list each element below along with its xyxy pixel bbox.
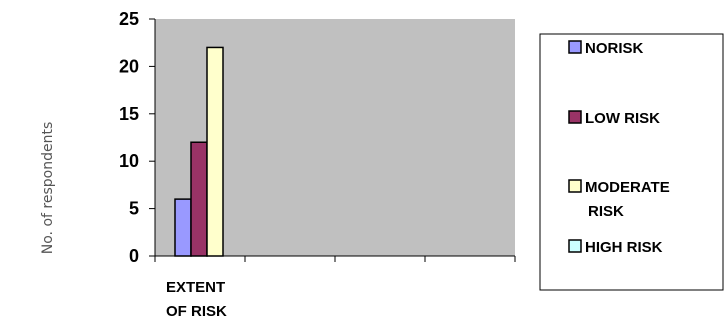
legend-swatch xyxy=(568,40,582,54)
x-category-label: EXTENT xyxy=(166,279,225,296)
y-tick-label: 5 xyxy=(129,199,139,219)
legend-label: MODERATE xyxy=(585,179,670,196)
legend-swatch xyxy=(568,110,582,124)
legend-label: HIGH RISK xyxy=(585,239,663,256)
legend-swatch xyxy=(568,239,582,253)
legend-label: NORISK xyxy=(585,40,644,57)
x-category-label: OF RISK xyxy=(166,303,227,320)
legend-swatch xyxy=(568,179,582,193)
y-tick-label: 15 xyxy=(119,104,139,124)
x-axis: EXTENT OF RISK xyxy=(154,255,516,320)
y-tick-label: 10 xyxy=(119,151,139,171)
bar-norisk xyxy=(174,198,192,257)
bar-low-risk xyxy=(190,141,208,257)
y-tick-label: 20 xyxy=(119,56,139,76)
bars xyxy=(174,46,224,257)
bar-moderate-risk xyxy=(206,46,224,257)
y-axis-label: No. of respondents xyxy=(40,122,56,254)
legend: NORISK LOW RISK MODERATE RISK HIGH RISK xyxy=(539,33,724,291)
y-tick-label: 25 xyxy=(119,9,139,29)
y-axis: 0 5 10 15 20 25 xyxy=(119,9,156,266)
legend-label: RISK xyxy=(588,203,624,220)
legend-label: LOW RISK xyxy=(585,110,660,127)
y-tick-label: 0 xyxy=(129,246,139,266)
